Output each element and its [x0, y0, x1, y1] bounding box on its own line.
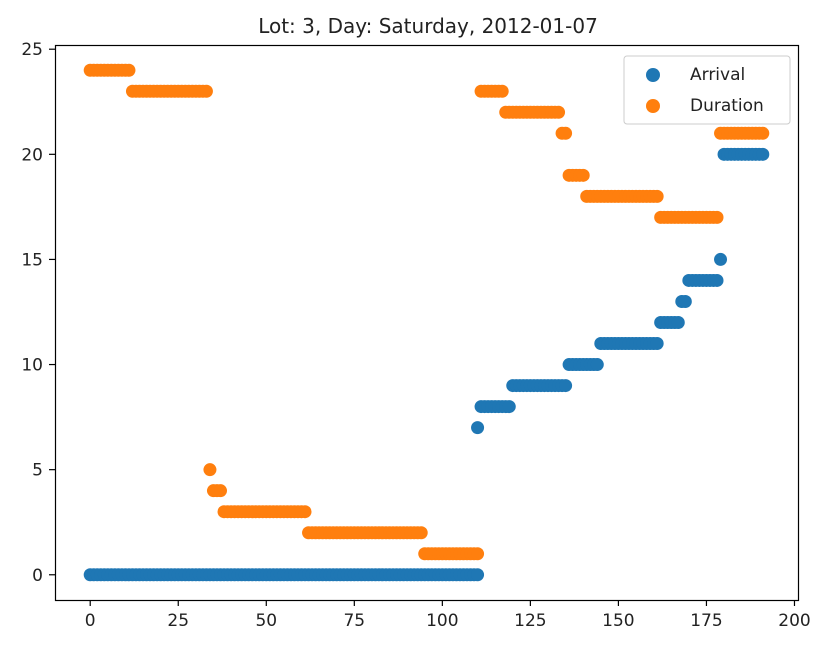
point-duration: [559, 126, 573, 140]
point-arrival: [471, 568, 485, 582]
point-duration: [471, 547, 485, 561]
data-points: [83, 63, 770, 582]
legend-label-arrival: Arrival: [690, 65, 745, 85]
point-arrival: [502, 400, 516, 414]
x-tick-label: 75: [343, 611, 365, 631]
point-arrival: [756, 147, 770, 161]
point-duration: [199, 84, 213, 98]
point-duration: [214, 484, 227, 498]
point-arrival: [471, 421, 485, 435]
legend-label-duration: Duration: [690, 96, 764, 116]
y-axis: 0 5 10 15 20 25: [21, 40, 55, 586]
legend: Arrival Duration: [623, 55, 791, 125]
x-tick-label: 50: [255, 611, 277, 631]
point-duration: [576, 168, 590, 182]
chart-title: Lot: 3, Day: Saturday, 2012-01-07: [258, 14, 598, 38]
y-tick-label: 10: [21, 356, 43, 376]
point-arrival: [714, 252, 728, 266]
x-tick-label: 0: [85, 611, 96, 631]
point-arrival: [559, 379, 573, 393]
x-tick-label: 125: [514, 611, 546, 631]
y-tick-label: 25: [21, 40, 43, 60]
point-duration: [756, 126, 770, 140]
point-arrival: [710, 273, 724, 287]
x-axis: 0 25 50 75 100 125 150 175 200: [85, 600, 811, 631]
point-duration: [122, 63, 136, 77]
point-arrival: [671, 316, 685, 329]
x-tick-label: 25: [167, 611, 189, 631]
x-tick-label: 200: [778, 611, 810, 631]
point-duration: [414, 526, 428, 540]
point-arrival: [678, 294, 692, 308]
point-duration: [650, 189, 664, 203]
y-tick-label: 0: [32, 566, 43, 586]
point-arrival: [590, 358, 604, 372]
point-duration: [710, 210, 724, 224]
y-tick-label: 20: [21, 145, 43, 165]
point-duration: [298, 505, 312, 519]
point-duration: [495, 84, 509, 98]
y-tick-label: 15: [21, 250, 43, 270]
point-duration: [552, 105, 566, 119]
point-duration: [203, 463, 217, 477]
legend-marker-duration: [646, 99, 660, 113]
plot-frame: [54, 44, 800, 602]
x-tick-label: 175: [690, 611, 722, 631]
y-tick-label: 5: [32, 461, 43, 481]
x-tick-label: 100: [426, 611, 458, 631]
legend-marker-arrival: [646, 68, 660, 82]
point-arrival: [650, 337, 664, 351]
x-tick-label: 150: [602, 611, 634, 631]
legend-box: [623, 55, 791, 125]
